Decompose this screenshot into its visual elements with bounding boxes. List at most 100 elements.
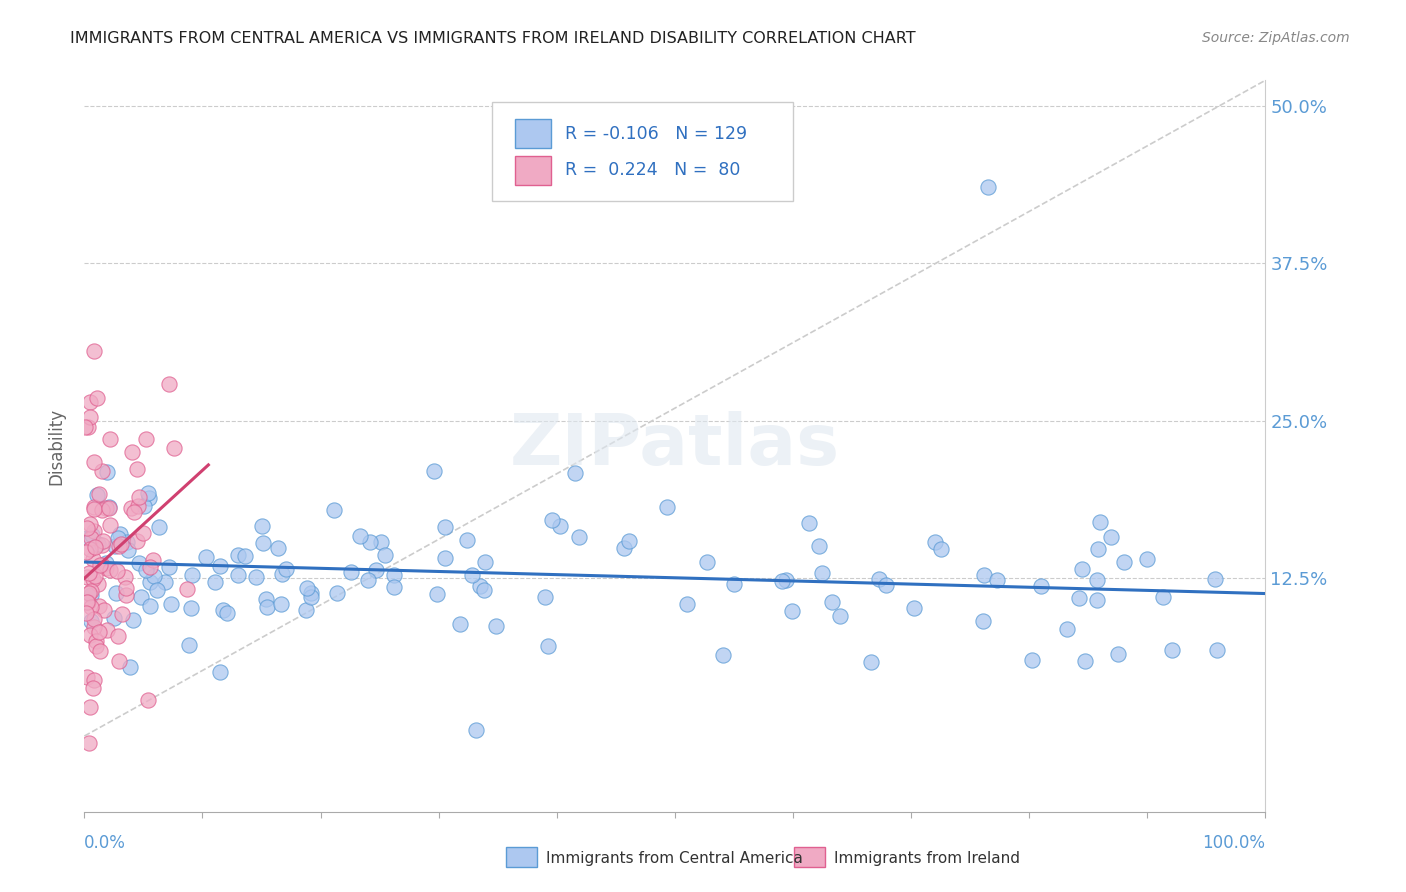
Text: Immigrants from Ireland: Immigrants from Ireland [834, 851, 1019, 865]
Text: Disability: Disability [48, 408, 65, 484]
Point [924, 535, 946, 549]
Point [176, 582, 198, 596]
Point [233, 549, 256, 563]
Point [1029, 579, 1052, 593]
Point [270, 598, 292, 612]
Point [1136, 552, 1159, 566]
Point [875, 578, 897, 592]
Text: Immigrants from Central America: Immigrants from Central America [546, 851, 803, 865]
Point [1206, 643, 1229, 657]
Text: 0.0%: 0.0% [84, 834, 127, 853]
FancyBboxPatch shape [492, 103, 793, 201]
Point [127, 499, 149, 513]
Point [986, 573, 1008, 587]
Point [868, 572, 890, 586]
Point [83, 524, 105, 538]
Point [80, 589, 103, 603]
Point [464, 723, 486, 737]
Point [323, 503, 346, 517]
Point [128, 556, 150, 570]
Point [79, 699, 101, 714]
Point [118, 660, 141, 674]
Point [537, 640, 560, 654]
Point [83, 344, 105, 359]
Point [972, 614, 994, 628]
Point [117, 535, 139, 549]
Point [77, 420, 100, 434]
Point [136, 486, 159, 500]
Point [157, 377, 180, 392]
Point [821, 595, 844, 609]
Point [125, 533, 148, 548]
Point [180, 568, 202, 582]
Point [98, 517, 121, 532]
Point [94, 556, 117, 570]
Point [135, 563, 157, 577]
Point [1107, 647, 1129, 661]
Point [86, 392, 108, 406]
Point [98, 563, 121, 577]
Point [135, 432, 157, 446]
Point [114, 569, 136, 583]
Point [217, 607, 239, 621]
Point [91, 533, 114, 548]
Point [90, 558, 112, 572]
Point [77, 736, 100, 750]
Point [87, 599, 110, 613]
Point [91, 503, 114, 517]
Point [132, 525, 155, 540]
Point [194, 549, 217, 564]
Point [245, 570, 267, 584]
Point [568, 530, 591, 544]
Point [86, 488, 108, 502]
Point [76, 521, 98, 535]
Point [449, 617, 471, 632]
Point [657, 500, 679, 514]
Point [139, 599, 162, 614]
Point [267, 541, 290, 556]
Point [89, 644, 111, 658]
Point [540, 513, 562, 527]
Point [374, 549, 396, 563]
Point [143, 569, 166, 583]
Point [903, 601, 925, 615]
Point [79, 410, 101, 425]
Point [485, 619, 508, 633]
Point [91, 538, 114, 552]
Point [84, 640, 107, 654]
Point [340, 565, 363, 579]
Point [75, 420, 97, 434]
Point [209, 559, 232, 574]
Point [808, 539, 831, 553]
Point [461, 567, 484, 582]
Point [177, 638, 200, 652]
Point [76, 670, 98, 684]
Point [426, 587, 449, 601]
Point [349, 529, 371, 543]
Point [250, 519, 273, 533]
Point [96, 465, 118, 479]
Text: ZIPatlas: ZIPatlas [510, 411, 839, 481]
Point [76, 570, 98, 584]
Point [76, 595, 98, 609]
Point [301, 590, 323, 604]
Point [108, 539, 131, 553]
Point [226, 568, 249, 582]
Point [83, 568, 105, 582]
Point [146, 582, 169, 597]
Text: R = -0.106   N = 129: R = -0.106 N = 129 [565, 125, 747, 143]
Point [75, 606, 97, 620]
Point [139, 559, 162, 574]
Point [98, 501, 121, 516]
Point [129, 590, 152, 604]
Point [96, 561, 118, 575]
Point [370, 535, 392, 549]
Point [274, 562, 297, 576]
Point [136, 693, 159, 707]
Point [226, 549, 249, 563]
Point [254, 591, 277, 606]
Text: R =  0.224   N =  80: R = 0.224 N = 80 [565, 161, 741, 179]
Point [810, 566, 832, 581]
Point [107, 629, 129, 643]
Point [87, 577, 110, 591]
